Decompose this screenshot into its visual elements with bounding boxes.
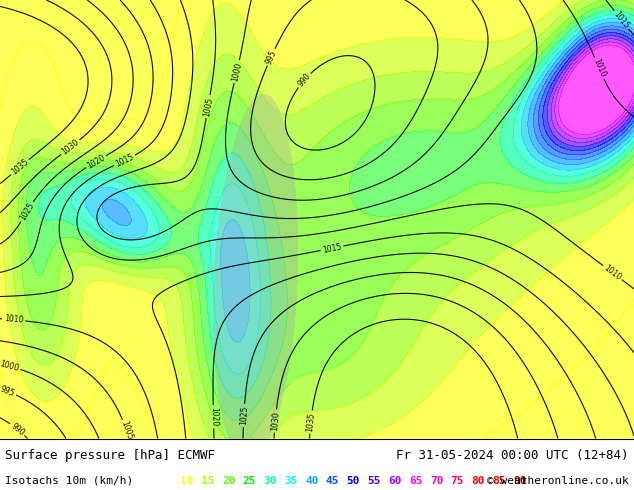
Text: 1015: 1015 (114, 152, 135, 169)
Text: 1000: 1000 (230, 61, 243, 82)
Text: 50: 50 (347, 476, 360, 486)
Text: 1005: 1005 (119, 420, 134, 441)
Text: © weatheronline.co.uk: © weatheronline.co.uk (487, 476, 629, 486)
Text: 1000: 1000 (0, 359, 20, 373)
Text: Surface pressure [hPa] ECMWF: Surface pressure [hPa] ECMWF (5, 449, 215, 462)
Text: 1020: 1020 (86, 153, 107, 171)
Text: 85: 85 (493, 476, 506, 486)
Text: 45: 45 (326, 476, 339, 486)
Text: 20: 20 (222, 476, 235, 486)
Text: 80: 80 (472, 476, 485, 486)
Text: 1020: 1020 (209, 407, 218, 426)
Text: 55: 55 (368, 476, 381, 486)
Text: 1030: 1030 (270, 411, 281, 431)
Text: Isotachs 10m (km/h): Isotachs 10m (km/h) (5, 476, 133, 486)
Text: 1005: 1005 (202, 97, 214, 117)
Text: 40: 40 (305, 476, 319, 486)
Text: 90: 90 (513, 476, 527, 486)
Text: Fr 31-05-2024 00:00 UTC (12+84): Fr 31-05-2024 00:00 UTC (12+84) (396, 449, 629, 462)
Text: 1010: 1010 (602, 263, 623, 282)
Text: 1010: 1010 (4, 315, 23, 325)
Text: 990: 990 (9, 421, 26, 438)
Text: 1015: 1015 (322, 242, 342, 254)
Text: 15: 15 (201, 476, 214, 486)
Text: 25: 25 (243, 476, 256, 486)
Text: 35: 35 (284, 476, 298, 486)
Text: 1035: 1035 (10, 157, 30, 177)
Text: 990: 990 (296, 72, 313, 89)
Text: 1010: 1010 (591, 57, 607, 79)
Text: 60: 60 (388, 476, 402, 486)
Text: 10: 10 (180, 476, 194, 486)
Text: 995: 995 (0, 384, 16, 398)
Text: 1030: 1030 (60, 138, 81, 157)
Text: 30: 30 (264, 476, 277, 486)
Text: 70: 70 (430, 476, 443, 486)
Text: 1035: 1035 (306, 412, 316, 432)
Text: 65: 65 (409, 476, 423, 486)
Text: 75: 75 (451, 476, 464, 486)
Text: 995: 995 (264, 49, 278, 66)
Text: 1015: 1015 (612, 9, 631, 30)
Text: 1025: 1025 (18, 201, 36, 222)
Text: 1025: 1025 (239, 406, 249, 425)
